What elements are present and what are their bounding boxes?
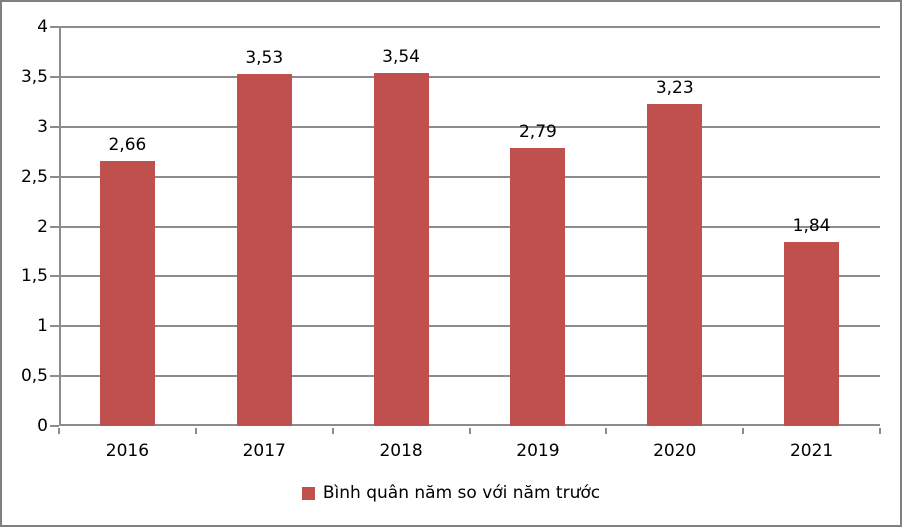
bar-2017 (236, 73, 292, 426)
x-tick-label: 2020 (653, 441, 697, 461)
bar-value-label: 2,66 (108, 134, 147, 155)
y-tick-label: 4 (37, 17, 48, 37)
bar-2016 (99, 160, 155, 426)
x-axis-tick (468, 428, 471, 434)
bar-value-label: 3,53 (245, 47, 284, 68)
plot-area: 2,66 3,53 3,54 2,79 3,23 1,84 (50, 26, 881, 434)
x-axis-labels: 2016 2017 2018 2019 2020 2021 (59, 439, 880, 463)
legend-marker-icon (301, 486, 315, 500)
bar-2018 (373, 72, 429, 426)
x-axis-tick (742, 428, 745, 434)
legend: Bình quân năm so với năm trước (2, 483, 900, 503)
gridline (59, 275, 880, 278)
y-tick-label: 2 (37, 216, 48, 237)
x-axis-tick (605, 428, 608, 434)
bar-value-label: 2,79 (518, 121, 557, 142)
x-axis-tick (194, 428, 197, 434)
y-tick-label: 1 (37, 316, 48, 337)
x-tick-label: 2017 (242, 441, 286, 461)
bar-2019 (510, 147, 566, 426)
gridline (59, 125, 880, 128)
x-axis-line (59, 424, 880, 426)
y-axis-labels: 0 0,5 1 1,5 2 2,5 3 3,5 4 (2, 17, 48, 436)
y-tick-label: 2,5 (20, 166, 48, 187)
gridline (59, 26, 880, 28)
gridline (59, 75, 880, 78)
y-axis-tick (50, 125, 59, 128)
gridline (59, 175, 880, 178)
y-axis-tick (50, 75, 59, 78)
x-axis-tick (879, 428, 881, 434)
x-axis-tick (58, 428, 60, 434)
y-axis-tick (50, 425, 59, 427)
y-axis-tick (50, 26, 59, 28)
y-axis-tick (50, 225, 59, 228)
x-tick-label: 2018 (379, 441, 423, 461)
gridline (59, 225, 880, 228)
y-axis-tick (50, 275, 59, 278)
y-axis-tick (50, 175, 59, 178)
y-tick-label: 1,5 (20, 266, 48, 287)
bar-value-label: 3,54 (382, 46, 420, 67)
y-tick-label: 0 (37, 416, 48, 436)
bar-2020 (647, 103, 703, 426)
x-axis-tick (331, 428, 334, 434)
x-tick-label: 2021 (789, 441, 834, 461)
gridline (59, 375, 880, 378)
y-tick-label: 0,5 (20, 366, 48, 387)
y-axis-tick (50, 375, 59, 378)
bar-2021 (784, 242, 840, 426)
bar-value-label: 1,84 (792, 216, 831, 237)
gridline (59, 325, 880, 328)
y-tick-label: 3,5 (20, 66, 48, 87)
legend-label: Bình quân năm so với năm trước (322, 483, 601, 503)
x-tick-label: 2019 (516, 441, 560, 461)
x-tick-label: 2016 (105, 441, 150, 461)
y-axis-tick (50, 325, 59, 328)
y-tick-label: 3 (37, 116, 48, 137)
bar-value-label: 3,23 (655, 77, 694, 98)
